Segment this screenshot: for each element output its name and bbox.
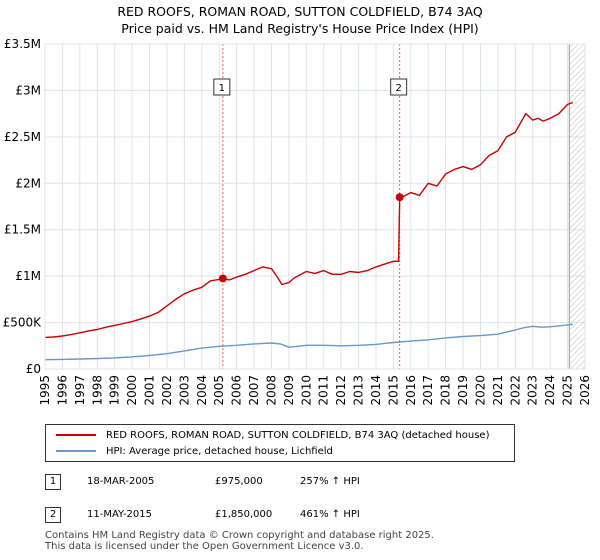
- x-tick-label: 2013: [352, 375, 366, 406]
- plot-area: [45, 44, 585, 369]
- x-tick-label: 2025: [561, 375, 575, 406]
- y-tick-label: £3M: [15, 83, 41, 97]
- x-tick-label: 2002: [160, 375, 174, 406]
- legend-swatch-hpi: [56, 450, 96, 452]
- x-tick-label: 2020: [473, 375, 487, 406]
- x-tick-label: 2000: [125, 375, 139, 406]
- y-tick-label: £1M: [15, 269, 41, 283]
- x-tick-label: 2018: [439, 375, 453, 406]
- x-tick-label: 2022: [508, 375, 522, 406]
- x-tick-label: 2012: [334, 375, 348, 406]
- sale-price: £975,000: [215, 476, 263, 487]
- x-tick-label: 2011: [317, 375, 331, 406]
- x-tick-label: 2004: [195, 375, 209, 406]
- footer: Contains HM Land Registry data © Crown c…: [45, 530, 434, 552]
- x-tick-label: 2009: [282, 375, 296, 406]
- legend-item-hpi: HPI: Average price, detached house, Lich…: [46, 443, 333, 459]
- x-tick-label: 2024: [543, 375, 557, 406]
- sale-point: [395, 193, 404, 202]
- forecast-region: [569, 44, 585, 369]
- x-tick-label: 1998: [90, 375, 104, 406]
- legend-swatch-property: [56, 434, 96, 436]
- y-tick-label: £0: [26, 362, 41, 376]
- x-tick-label: 2016: [404, 375, 418, 406]
- y-tick-label: £500K: [3, 316, 43, 330]
- x-tick-label: 1995: [38, 375, 52, 406]
- x-tick-label: 2023: [526, 375, 540, 406]
- x-tick-label: 2015: [386, 375, 400, 406]
- x-tick-label: 1997: [73, 375, 87, 406]
- sale-date: 18-MAR-2005: [87, 476, 155, 487]
- y-tick-label: £1.5M: [4, 223, 41, 237]
- sale-row: 1 18-MAR-2005 £975,000 257% ↑ HPI: [45, 474, 585, 492]
- y-tick-label: £2M: [15, 176, 41, 190]
- sale-hpi-change: 257% ↑ HPI: [300, 476, 360, 487]
- sale-marker-badge: [213, 78, 231, 96]
- x-tick-label: 1996: [55, 375, 69, 406]
- sale-row: 2 11-MAY-2015 £1,850,000 461% ↑ HPI: [45, 507, 585, 525]
- legend-label-hpi: HPI: Average price, detached house, Lich…: [106, 445, 333, 457]
- sale-point: [218, 274, 227, 283]
- footer-copyright: Contains HM Land Registry data © Crown c…: [45, 530, 434, 541]
- chart-legend: RED ROOFS, ROMAN ROAD, SUTTON COLDFIELD,…: [45, 424, 515, 462]
- x-tick-label: 2019: [456, 375, 470, 406]
- x-tick-label: 2006: [230, 375, 244, 406]
- sale-marker-label: 1: [219, 83, 225, 94]
- sale-price: £1,850,000: [215, 509, 273, 520]
- legend-label-property: RED ROOFS, ROMAN ROAD, SUTTON COLDFIELD,…: [106, 429, 490, 441]
- plot-border: [44, 43, 586, 370]
- sale-badge: 1: [45, 474, 61, 490]
- sale-marker-badge: [390, 78, 408, 96]
- x-tick-label: 2003: [177, 375, 191, 406]
- x-tick-label: 2005: [212, 375, 226, 406]
- x-tick-label: 2001: [143, 375, 157, 406]
- chart-subtitle: Price paid vs. HM Land Registry's House …: [121, 21, 479, 36]
- hpi-line: [44, 323, 573, 361]
- chart-title: RED ROOFS, ROMAN ROAD, SUTTON COLDFIELD,…: [117, 4, 483, 19]
- y-tick-label: £2.5M: [4, 130, 41, 144]
- x-tick-label: 2014: [369, 375, 383, 406]
- x-tick-label: 2017: [421, 375, 435, 406]
- sale-marker-label: 2: [395, 83, 401, 94]
- x-tick-label: 2008: [264, 375, 278, 406]
- sale-badge: 2: [45, 507, 61, 523]
- sale-date: 11-MAY-2015: [87, 509, 153, 520]
- sale-hpi-change: 461% ↑ HPI: [300, 509, 360, 520]
- legend-item-property: RED ROOFS, ROMAN ROAD, SUTTON COLDFIELD,…: [46, 427, 489, 443]
- footer-licence: This data is licensed under the Open Gov…: [45, 541, 364, 552]
- x-tick-label: 1999: [108, 375, 122, 406]
- x-tick-label: 2007: [247, 375, 261, 406]
- x-tick-label: 2010: [299, 375, 313, 406]
- x-tick-label: 2026: [578, 375, 592, 406]
- y-tick-label: £3.5M: [4, 37, 41, 51]
- x-tick-label: 2021: [491, 375, 505, 406]
- property-price-line: [44, 101, 574, 339]
